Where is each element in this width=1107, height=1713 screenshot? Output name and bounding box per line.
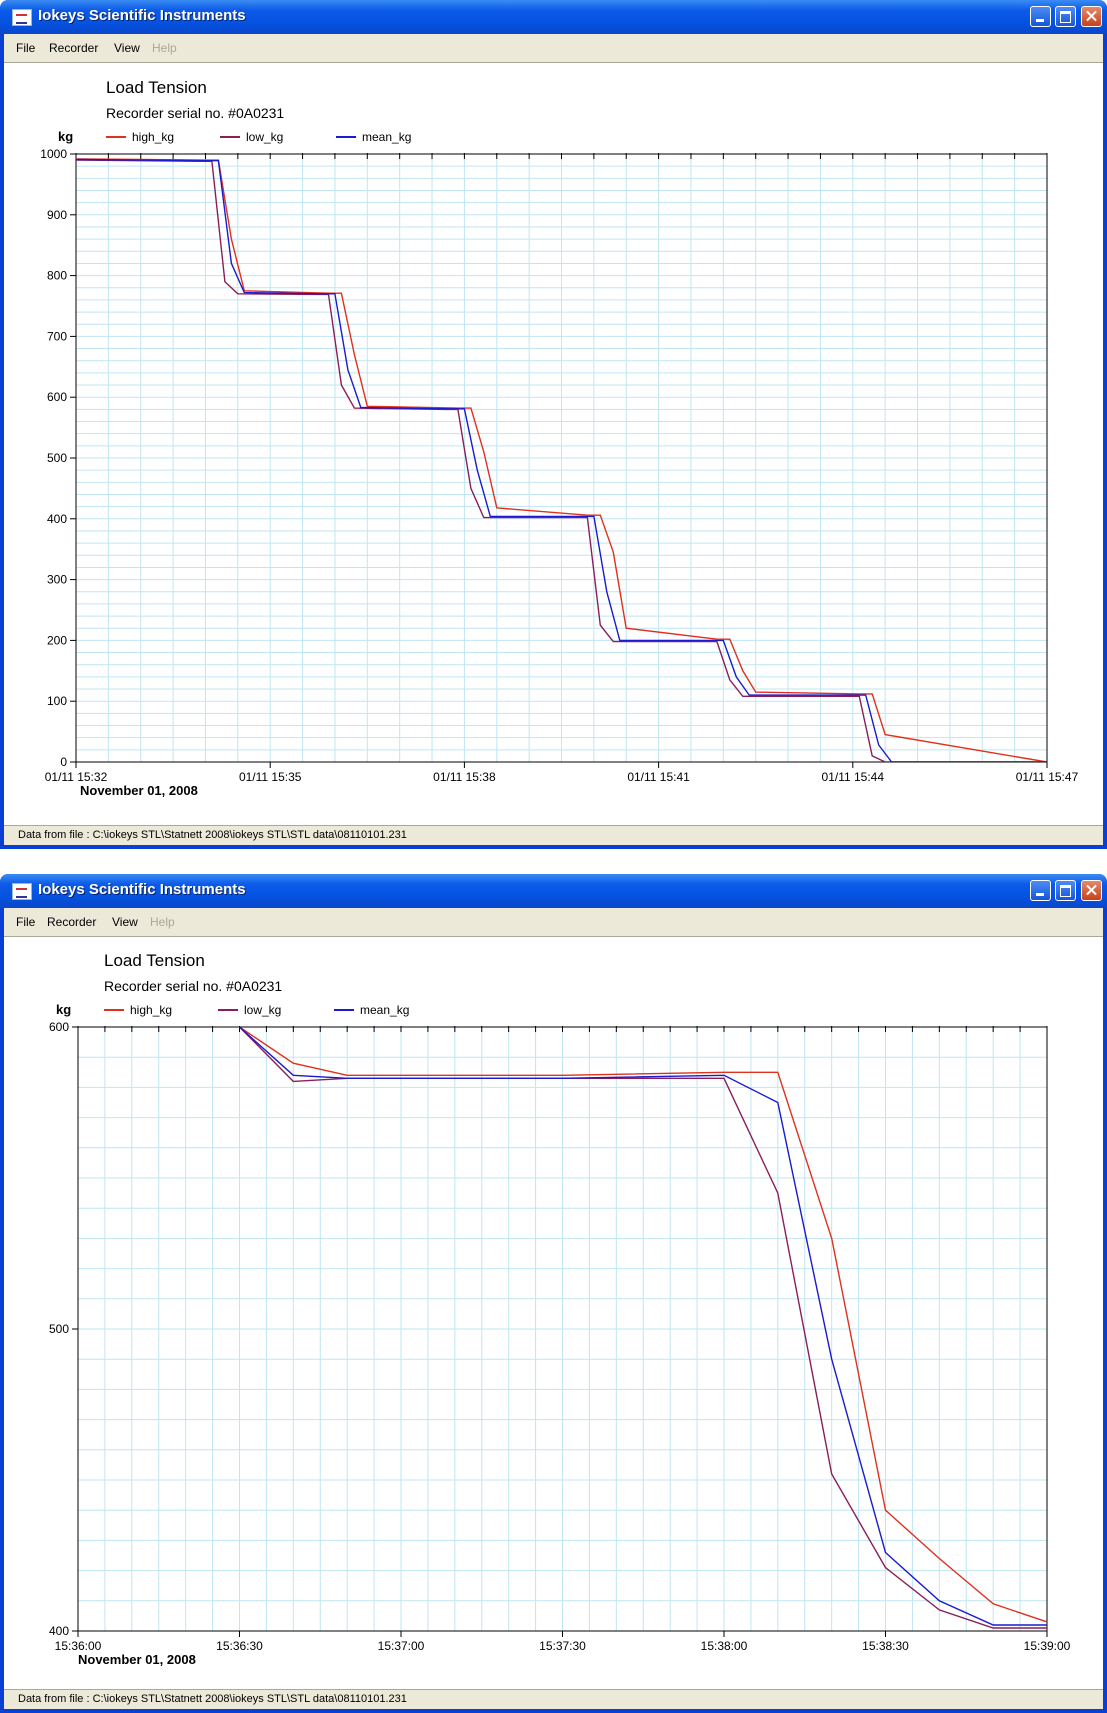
x-tick-label: 15:38:30 — [862, 1639, 909, 1653]
minimize-button[interactable] — [1030, 880, 1051, 901]
chart-title: Load Tension — [106, 78, 207, 97]
x-tick-label: 01/11 15:32 — [45, 770, 108, 784]
chart-subtitle: Recorder serial no. #0A0231 — [106, 105, 285, 121]
series-line-low_kg — [239, 1027, 1047, 1629]
y-tick-label: 400 — [47, 512, 67, 526]
status-bar: Data from file : C:\iokeys STL\Statnett … — [4, 825, 1103, 845]
series-line-mean_kg — [239, 1027, 1047, 1626]
x-tick-label: 01/11 15:47 — [1016, 770, 1079, 784]
menu-help: Help — [152, 41, 177, 55]
y-tick-label: 1000 — [40, 147, 67, 161]
menu-view[interactable]: View — [114, 41, 140, 55]
y-tick-label: 100 — [47, 694, 67, 708]
minimize-button[interactable] — [1030, 6, 1051, 27]
legend-label-mean_kg: mean_kg — [360, 1003, 409, 1017]
x-tick-label: 15:38:00 — [701, 1639, 748, 1653]
chart-plot: 0 100 200 300 400 500 600 700 800 900 1000 01/11 15… — [40, 129, 1079, 798]
x-tick-label: 01/11 15:38 — [433, 770, 496, 784]
legend-label-mean_kg: mean_kg — [362, 130, 411, 144]
date-label: November 01, 2008 — [80, 783, 198, 798]
series-line-low_kg — [76, 159, 1047, 762]
maximize-button[interactable] — [1055, 6, 1076, 27]
menu-bar: File Recorder View Help — [4, 34, 1103, 63]
app-icon[interactable] — [12, 9, 32, 26]
menu-recorder[interactable]: Recorder — [47, 915, 97, 929]
menu-file[interactable]: File — [16, 915, 36, 929]
menu-file[interactable]: File — [16, 41, 36, 55]
y-tick-label: 600 — [49, 1020, 69, 1034]
y-tick-label: 500 — [47, 451, 67, 465]
y-tick-label: 0 — [60, 755, 67, 769]
title-bar[interactable]: Iokeys Scientific Instruments — [0, 0, 1107, 34]
y-tick-label: 900 — [47, 208, 67, 222]
y-tick-label: 600 — [47, 390, 67, 404]
date-label: November 01, 2008 — [78, 1652, 196, 1667]
close-button[interactable] — [1081, 880, 1102, 901]
series-line-mean_kg — [76, 158, 1047, 762]
status-text: Data from file : C:\iokeys STL\Statnett … — [18, 1693, 407, 1705]
menu-help: Help — [150, 915, 175, 929]
x-tick-label: 15:37:00 — [378, 1639, 425, 1653]
y-tick-label: 300 — [47, 573, 67, 587]
x-tick-label: 01/11 15:41 — [627, 770, 690, 784]
maximize-button[interactable] — [1055, 880, 1076, 901]
window-title: Iokeys Scientific Instruments — [38, 7, 246, 24]
title-bar[interactable]: Iokeys Scientific Instruments — [0, 874, 1107, 908]
chart-plot: 400 500 600 15:36:00 15:36:30 15:37:00 15:37:3… — [49, 1002, 1071, 1667]
status-text: Data from file : C:\iokeys STL\Statnett … — [18, 829, 407, 841]
menu-bar: File Recorder View Help — [4, 908, 1103, 937]
legend-label-high_kg: high_kg — [130, 1003, 172, 1017]
chart-area: Load Tension Recorder serial no. #0A0231… — [4, 63, 1103, 825]
y-tick-label: 700 — [47, 329, 67, 343]
y-axis-label: kg — [56, 1002, 71, 1017]
x-tick-label: 01/11 15:44 — [822, 770, 885, 784]
legend-label-high_kg: high_kg — [132, 130, 174, 144]
app-window: Iokeys Scientific Instruments File Recor… — [0, 874, 1107, 1713]
series-line-high_kg — [76, 158, 1047, 762]
app-window: Iokeys Scientific Instruments File Recor… — [0, 0, 1107, 849]
y-tick-label: 200 — [47, 633, 67, 647]
app-icon[interactable] — [12, 883, 32, 900]
x-tick-label: 15:37:30 — [539, 1639, 586, 1653]
y-tick-label: 800 — [47, 269, 67, 283]
close-button[interactable] — [1081, 6, 1102, 27]
menu-view[interactable]: View — [112, 915, 138, 929]
x-tick-label: 15:36:00 — [55, 1639, 102, 1653]
chart-area: Load Tension Recorder serial no. #0A0231… — [4, 937, 1103, 1689]
x-tick-label: 15:39:00 — [1024, 1639, 1071, 1653]
chart-title: Load Tension — [104, 951, 205, 970]
menu-recorder[interactable]: Recorder — [49, 41, 99, 55]
status-bar: Data from file : C:\iokeys STL\Statnett … — [4, 1689, 1103, 1709]
y-tick-label: 500 — [49, 1322, 69, 1336]
legend-label-low_kg: low_kg — [246, 130, 283, 144]
y-tick-label: 400 — [49, 1624, 69, 1638]
x-tick-label: 15:36:30 — [216, 1639, 263, 1653]
window-title: Iokeys Scientific Instruments — [38, 881, 246, 898]
x-tick-label: 01/11 15:35 — [239, 770, 302, 784]
series-line-high_kg — [239, 1027, 1047, 1623]
y-axis-label: kg — [58, 129, 73, 144]
chart-subtitle: Recorder serial no. #0A0231 — [104, 978, 283, 994]
legend-label-low_kg: low_kg — [244, 1003, 281, 1017]
